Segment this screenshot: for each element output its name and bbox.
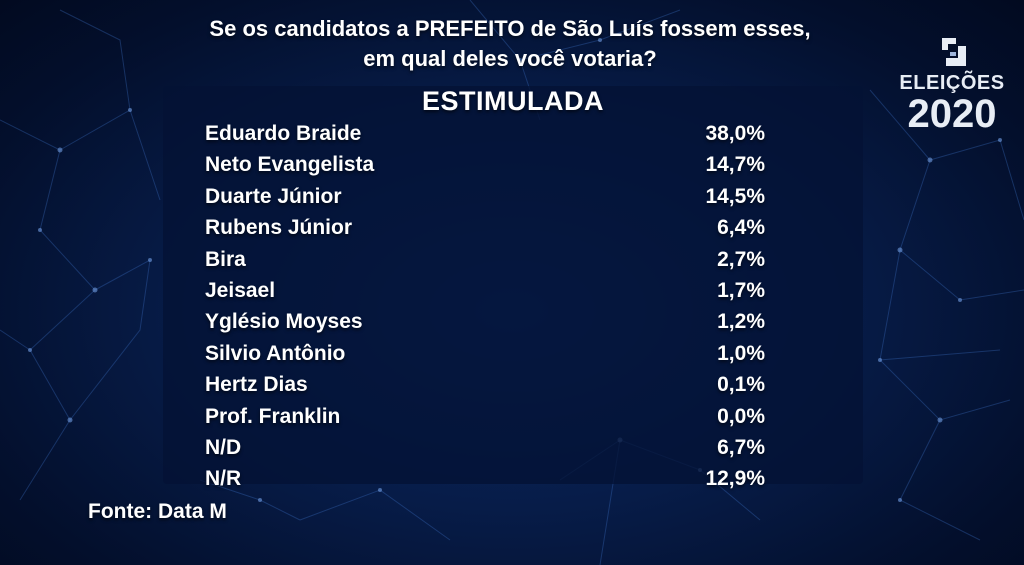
results-list: Eduardo Braide 38,0% Neto Evangelista 14,7… — [205, 118, 765, 495]
question-line-1: Se os candidatos a PREFEITO de São Luís … — [209, 16, 811, 41]
candidate-name: N/R — [205, 467, 242, 491]
question-line-2: em qual deles você votaria? — [363, 46, 657, 71]
candidate-name: Neto Evangelista — [205, 153, 375, 177]
candidate-name: Bira — [205, 247, 246, 271]
logo-cube-icon — [942, 38, 966, 66]
logo-text-elections: ELEIÇÕES — [899, 72, 1005, 94]
candidate-percent: 1,7% — [717, 278, 765, 302]
result-row: Hertz Dias 0,1% — [205, 369, 765, 400]
candidate-name: Yglésio Moyses — [205, 310, 363, 334]
candidate-percent: 14,7% — [705, 153, 765, 177]
source-label: Fonte: Data M — [88, 500, 227, 523]
candidate-percent: 6,4% — [717, 216, 765, 240]
result-row: Neto Evangelista 14,7% — [205, 149, 765, 180]
result-row: Silvio Antônio 1,0% — [205, 338, 765, 369]
candidate-percent: 1,0% — [717, 341, 765, 365]
candidate-name: N/D — [205, 435, 242, 459]
candidate-name: Hertz Dias — [205, 373, 308, 397]
candidate-percent: 0,0% — [717, 404, 765, 428]
candidate-percent: 0,1% — [717, 373, 765, 397]
result-row: Yglésio Moyses 1,2% — [205, 306, 765, 337]
result-row: Prof. Franklin 0,0% — [205, 401, 765, 432]
candidate-name: Rubens Júnior — [205, 216, 353, 240]
result-row: Eduardo Braide 38,0% — [205, 118, 765, 149]
candidate-name: Silvio Antônio — [205, 341, 346, 365]
candidate-percent: 14,5% — [705, 184, 765, 208]
candidate-percent: 6,7% — [717, 435, 765, 459]
poll-question: Se os candidatos a PREFEITO de São Luís … — [160, 14, 860, 74]
result-row: Rubens Júnior 6,4% — [205, 212, 765, 243]
result-row: N/R 12,9% — [205, 463, 765, 494]
candidate-name: Jeisael — [205, 278, 276, 302]
result-row: N/D 6,7% — [205, 432, 765, 463]
elections-logo: ELEIÇÕES 2020 — [893, 34, 1011, 134]
results-panel: ESTIMULADA Eduardo Braide 38,0% Neto Evan… — [163, 86, 863, 490]
candidate-name: Eduardo Braide — [205, 122, 362, 145]
candidate-percent: 2,7% — [717, 247, 765, 271]
result-row: Duarte Júnior 14,5% — [205, 181, 765, 212]
logo-text-year: 2020 — [907, 92, 997, 136]
candidate-name: Duarte Júnior — [205, 184, 342, 208]
candidate-percent: 12,9% — [705, 467, 765, 491]
panel-title: ESTIMULADA — [422, 86, 604, 116]
candidate-name: Prof. Franklin — [205, 404, 341, 428]
candidate-percent: 38,0% — [705, 122, 765, 145]
result-row: Jeisael 1,7% — [205, 275, 765, 306]
candidate-percent: 1,2% — [717, 310, 765, 334]
result-row: Bira 2,7% — [205, 244, 765, 275]
